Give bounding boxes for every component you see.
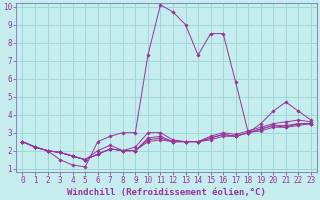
X-axis label: Windchill (Refroidissement éolien,°C): Windchill (Refroidissement éolien,°C) xyxy=(67,188,266,197)
